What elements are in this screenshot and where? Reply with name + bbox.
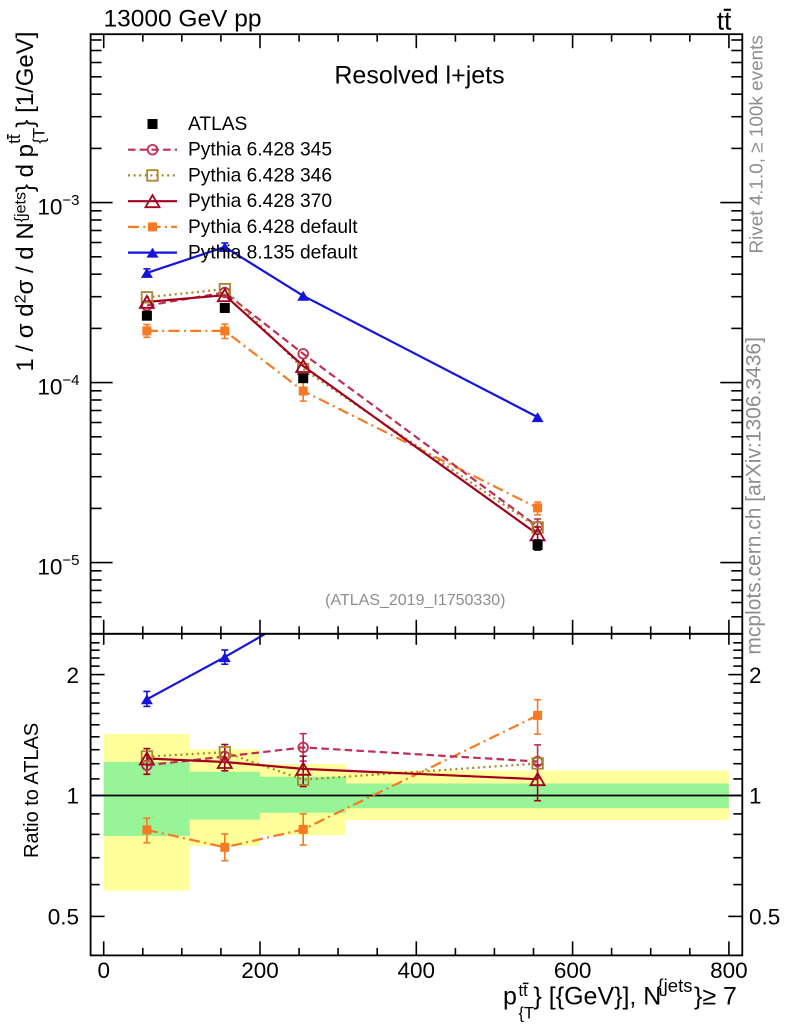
svg-text:1: 1 xyxy=(749,784,762,809)
svg-text:Resolved l+jets: Resolved l+jets xyxy=(334,61,504,89)
svg-text:200: 200 xyxy=(241,958,279,983)
svg-text:13000 GeV pp: 13000 GeV pp xyxy=(104,6,262,33)
svg-text:mcplots.cern.ch [arXiv:1306.34: mcplots.cern.ch [arXiv:1306.3436] xyxy=(743,337,766,655)
svg-text:Pythia 8.135 default: Pythia 8.135 default xyxy=(188,243,358,264)
svg-text:2: 2 xyxy=(66,663,79,688)
svg-text:0.5: 0.5 xyxy=(48,905,79,930)
svg-text:600: 600 xyxy=(554,958,592,983)
svg-text:0: 0 xyxy=(97,958,110,983)
svg-text:Pythia 6.428 default: Pythia 6.428 default xyxy=(188,217,358,238)
svg-text:Rivet 4.1.0, ≥ 100k events: Rivet 4.1.0, ≥ 100k events xyxy=(747,35,768,253)
svg-text:400: 400 xyxy=(398,958,436,983)
svg-text:Pythia 6.428 345: Pythia 6.428 345 xyxy=(188,140,332,161)
svg-text:tt: tt xyxy=(717,6,732,36)
svg-text:Pythia 6.428 346: Pythia 6.428 346 xyxy=(188,165,332,186)
svg-text:ptt{T} [{GeV}], N{jets}≥ 7: ptt {T} [{GeV}], N{jets}≥ 7 xyxy=(503,975,737,1023)
svg-text:1 / σ d2σ / d N{jets} d ptt{T}: 1 / σ d2σ / d N{jets} d ptt {T} [1/GeV] xyxy=(5,32,49,372)
svg-text:ATLAS: ATLAS xyxy=(188,114,247,135)
svg-text:Pythia 6.428 370: Pythia 6.428 370 xyxy=(188,191,332,212)
svg-text:Ratio to ATLAS: Ratio to ATLAS xyxy=(21,723,43,858)
svg-text:(ATLAS_2019_I1750330): (ATLAS_2019_I1750330) xyxy=(325,592,505,609)
svg-text:1: 1 xyxy=(66,784,79,809)
svg-text:10−4: 10−4 xyxy=(37,372,79,400)
svg-text:800: 800 xyxy=(710,958,748,983)
svg-text:2: 2 xyxy=(749,663,762,688)
svg-text:0.5: 0.5 xyxy=(749,905,780,930)
